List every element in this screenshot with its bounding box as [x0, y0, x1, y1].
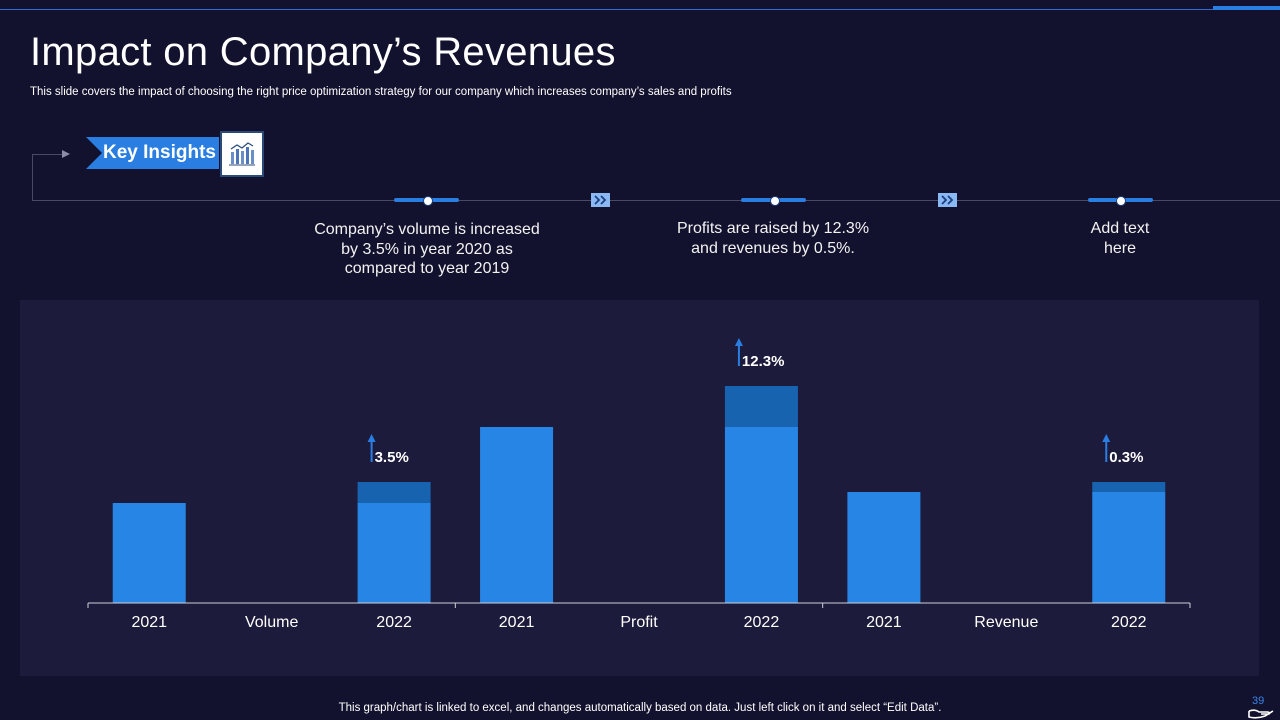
bar-increment	[724, 386, 798, 427]
group-label: Revenue	[974, 614, 1038, 631]
group-label: Profit	[620, 614, 658, 631]
bar	[112, 503, 186, 603]
timeline-node-dot	[770, 196, 780, 206]
timeline-line	[32, 200, 1280, 201]
double-chevron-icon	[591, 193, 610, 207]
tick-label: 2022	[1111, 614, 1147, 631]
insight-text: Profits are raised by 12.3% and revenues…	[676, 220, 870, 257]
arrow-up-icon	[367, 434, 376, 442]
key-insights-ribbon: Key Insights	[86, 137, 219, 169]
chart-panel: 2021 3.5% 2022 Volume 2021 12.3% 2022 Profit 202…	[20, 300, 1259, 676]
bar-chart-icon	[220, 131, 264, 177]
top-accent-bar	[1213, 6, 1280, 10]
tick-label: 2021	[131, 614, 167, 631]
insight-text: Add text here	[1090, 220, 1150, 257]
page-subtitle: This slide covers the impact of choosing…	[30, 86, 732, 98]
tick-label: 2022	[744, 614, 780, 631]
double-chevron-icon	[938, 193, 957, 207]
arrow-right-icon	[62, 150, 70, 158]
bar-increment	[357, 482, 431, 503]
tick-label: 2022	[376, 614, 412, 631]
bar	[357, 503, 431, 603]
arrow-up-icon	[1102, 434, 1111, 442]
data-label: 12.3%	[742, 353, 785, 370]
group-label: Volume	[245, 614, 298, 631]
timeline-node-dot	[1116, 196, 1126, 206]
bar	[1092, 492, 1166, 603]
hand-logo-icon	[1248, 709, 1274, 719]
tick-label: 2021	[499, 614, 535, 631]
timeline-connector	[32, 154, 33, 201]
timeline-connector-top	[32, 154, 64, 155]
data-label: 0.3%	[1109, 449, 1143, 466]
data-label: 3.5%	[375, 449, 409, 466]
page-number: 39	[1252, 695, 1265, 707]
key-insights-label: Key Insights	[103, 142, 216, 163]
tick-label: 2021	[866, 614, 902, 631]
insight-text: Company’s volume is increased by 3.5% in…	[314, 221, 540, 277]
top-border-line	[0, 9, 1280, 10]
bar-increment	[1092, 482, 1166, 492]
bar	[724, 427, 798, 603]
page-title: Impact on Company’s Revenues	[30, 30, 616, 74]
footer-note: This graph/chart is linked to excel, and…	[338, 702, 942, 714]
timeline-node-dot	[423, 196, 433, 206]
bar	[480, 427, 554, 603]
arrow-up-icon	[734, 338, 743, 346]
bar-chart: 2021 3.5% 2022 Volume 2021 12.3% 2022 Profit 202…	[87, 338, 1191, 631]
bar	[847, 492, 921, 603]
